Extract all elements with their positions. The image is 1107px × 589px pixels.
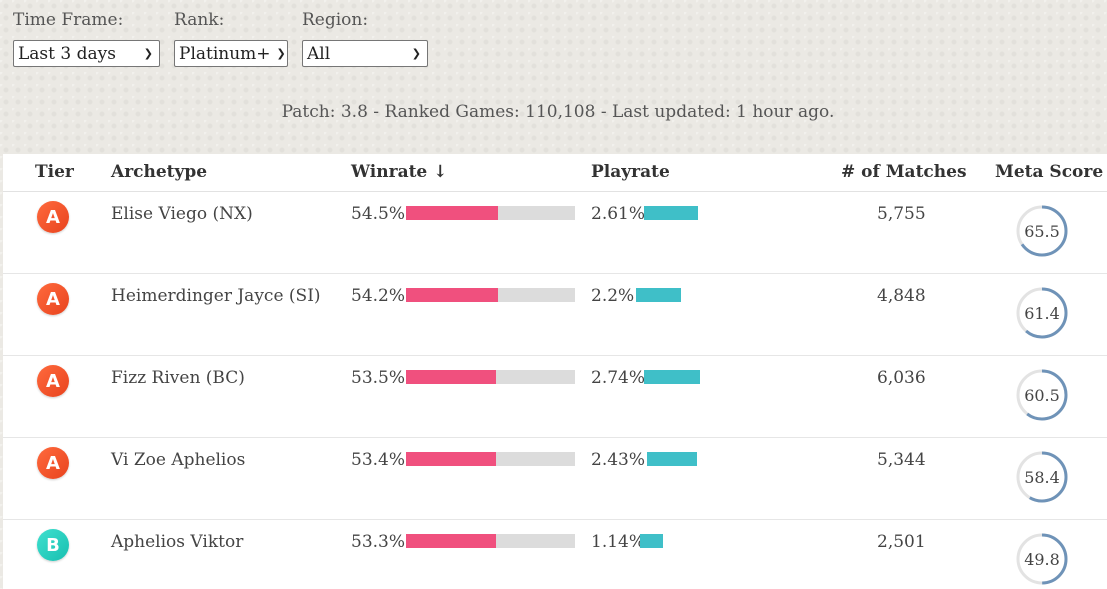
meta-score-ring: 60.5 [1015,368,1069,422]
table-row[interactable]: A Heimerdinger Jayce (SI) 54.2% 2.2% 4,848 61… [3,274,1107,356]
archetype-table: Tier Archetype Winrate ↓ Playrate # of M… [3,154,1107,589]
meta-score-ring-graphic [1016,205,1068,257]
meta-score-value: 60.5 [1024,385,1060,405]
region-filter: Region: All ❯ [302,10,428,67]
table-body: A Elise Viego (NX) 54.5% 2.61% 5,755 65.5 A Hei… [3,192,1107,589]
meta-score-ring-graphic [1016,451,1068,503]
chevron-down-icon: ❯ [411,47,421,60]
table-row[interactable]: A Fizz Riven (BC) 53.5% 2.74% 6,036 60.5 [3,356,1107,438]
playrate-bar [644,370,700,384]
winrate-bar-fill [406,288,498,302]
playrate-value: 2.74% [591,368,646,388]
region-label: Region: [302,10,369,30]
meta-score-value: 65.5 [1024,221,1060,241]
column-header-archetype[interactable]: Archetype [111,162,208,182]
meta-score-arc [1016,287,1068,339]
playrate-bar [636,288,681,302]
matches-count: 2,501 [877,532,926,552]
column-header-tier[interactable]: Tier [35,162,74,182]
table-row[interactable]: B Aphelios Viktor 53.3% 1.14% 2,501 49.8 [3,520,1107,589]
rank-value: Platinum+ [179,43,271,64]
winrate-value: 54.5% [351,204,406,224]
winrate-bar [406,370,575,384]
meta-score-ring: 61.4 [1015,286,1069,340]
chevron-down-icon: ❯ [143,47,153,60]
playrate-bar [647,452,697,466]
matches-count: 6,036 [877,368,926,388]
archetype-name[interactable]: Aphelios Viktor [111,532,244,552]
table-row[interactable]: A Elise Viego (NX) 54.5% 2.61% 5,755 65.5 [3,192,1107,274]
playrate-value: 2.61% [591,204,646,224]
table-header: Tier Archetype Winrate ↓ Playrate # of M… [3,154,1107,192]
meta-score-arc [1016,451,1068,503]
winrate-bar-fill [406,534,496,548]
archetype-name[interactable]: Vi Zoe Aphelios [111,450,246,470]
archetype-name[interactable]: Fizz Riven (BC) [111,368,245,388]
tier-badge: A [37,365,69,397]
playrate-value: 2.43% [591,450,646,470]
chevron-down-icon: ❯ [276,47,286,60]
tier-badge: B [37,529,69,561]
winrate-value: 53.5% [351,368,406,388]
tier-badge: A [37,283,69,315]
winrate-value: 54.2% [351,286,406,306]
region-value: All [307,43,331,64]
meta-score-ring: 65.5 [1015,204,1069,258]
meta-score-ring-graphic [1016,533,1068,585]
time-frame-filter: Time Frame: Last 3 days ❯ [13,10,160,67]
meta-score-ring-graphic [1016,369,1068,421]
winrate-bar [406,452,575,466]
time-frame-value: Last 3 days [18,43,116,64]
meta-score-ring: 49.8 [1015,532,1069,586]
archetype-name[interactable]: Elise Viego (NX) [111,204,253,224]
meta-score-arc [1016,369,1068,421]
column-header-matches[interactable]: # of Matches [841,162,967,182]
playrate-value: 1.14% [591,532,646,552]
matches-count: 5,344 [877,450,926,470]
rank-filter: Rank: Platinum+ ❯ [174,10,288,67]
time-frame-select[interactable]: Last 3 days ❯ [13,40,160,67]
meta-score-ring: 58.4 [1015,450,1069,504]
rank-label: Rank: [174,10,225,30]
meta-score-ring-graphic [1016,287,1068,339]
playrate-value: 2.2% [591,286,635,306]
column-header-playrate[interactable]: Playrate [591,162,670,182]
archetype-name[interactable]: Heimerdinger Jayce (SI) [111,286,321,306]
winrate-value: 53.3% [351,532,406,552]
filter-bar: Time Frame: Last 3 days ❯ Rank: Platinum… [13,10,442,67]
table-row[interactable]: A Vi Zoe Aphelios 53.4% 2.43% 5,344 58.4 [3,438,1107,520]
playrate-bar [644,206,698,220]
winrate-bar [406,206,575,220]
rank-select[interactable]: Platinum+ ❯ [174,40,288,67]
winrate-value: 53.4% [351,450,406,470]
time-frame-label: Time Frame: [13,10,124,30]
tier-badge: A [37,201,69,233]
region-select[interactable]: All ❯ [302,40,428,67]
meta-score-arc [1016,205,1068,257]
meta-score-arc [1016,533,1068,585]
winrate-bar-fill [406,452,497,466]
meta-score-value: 49.8 [1024,549,1060,569]
matches-count: 5,755 [877,204,926,224]
patch-info: Patch: 3.8 - Ranked Games: 110,108 - Las… [281,102,835,122]
playrate-bar [640,534,663,548]
winrate-bar-fill [406,206,498,220]
winrate-bar [406,534,575,548]
matches-count: 4,848 [877,286,926,306]
tier-badge: A [37,447,69,479]
column-header-winrate[interactable]: Winrate ↓ [351,162,448,182]
winrate-bar-fill [406,370,497,384]
column-header-meta-score[interactable]: Meta Score [995,162,1104,182]
meta-score-value: 58.4 [1024,467,1060,487]
meta-score-value: 61.4 [1024,303,1060,323]
winrate-bar [406,288,575,302]
